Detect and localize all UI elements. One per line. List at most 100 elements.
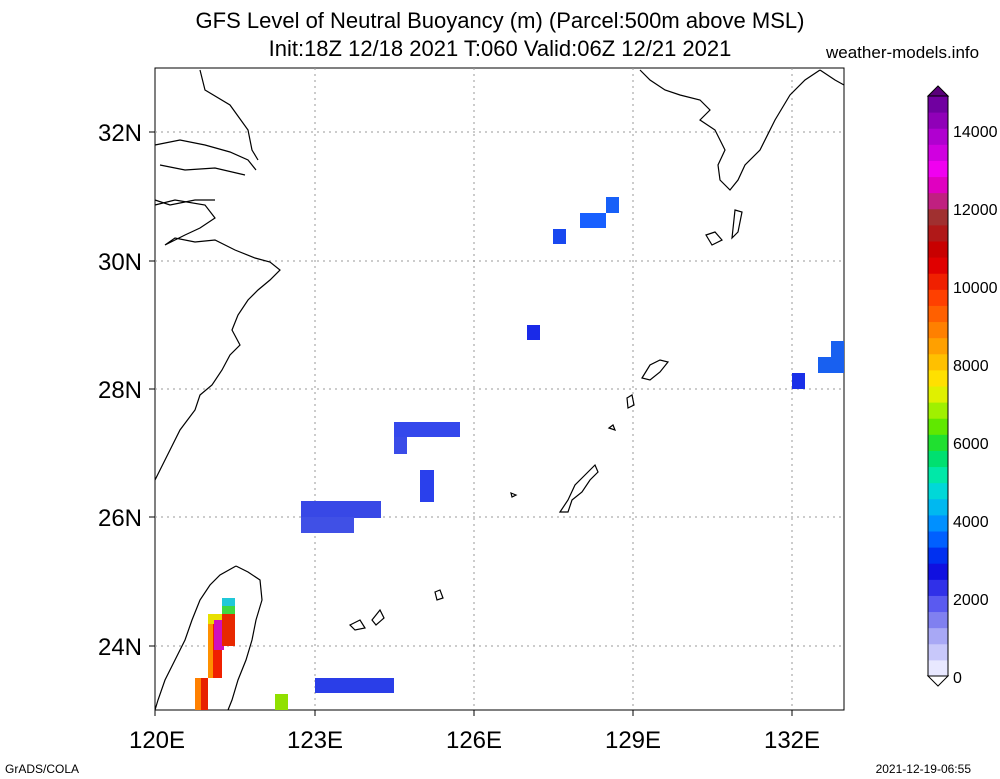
chart-title-line2: Init:18Z 12/18 2021 T:060 Valid:06Z 12/2… <box>268 36 732 61</box>
colorbar-segment <box>928 241 948 258</box>
colorbar-segment <box>928 305 948 323</box>
cell-green <box>275 694 288 710</box>
colorbar-segment <box>928 353 948 371</box>
colorbar-segment <box>928 337 948 355</box>
colorbar-segment <box>928 386 948 403</box>
x-tick-label: 120E <box>129 727 185 754</box>
coast-yakushima <box>705 231 723 246</box>
y-axis: 32N 30N 28N 26N 24N <box>98 120 155 661</box>
footer-right-label: 2021-12-19-06:55 <box>875 762 971 776</box>
cell-magenta <box>214 620 224 650</box>
y-tick-label: 32N <box>98 120 142 147</box>
colorbar-segment <box>928 160 948 178</box>
coast-miyako <box>434 589 444 601</box>
colorbar-segment <box>928 659 948 677</box>
site-label: weather-models.info <box>826 43 980 62</box>
colorbar-label: 10000 <box>953 280 998 297</box>
colorbar-segment <box>928 289 948 306</box>
y-tick-label: 24N <box>98 634 142 661</box>
y-tick-label: 28N <box>98 377 142 404</box>
cell-blue <box>553 229 566 244</box>
x-tick-label: 129E <box>605 727 661 754</box>
coast-china-north <box>154 69 259 206</box>
cell-blue <box>818 357 844 373</box>
cell-blue <box>606 197 619 213</box>
colorbar-segment <box>928 144 948 161</box>
cell-blue <box>394 422 460 437</box>
colorbar-segment <box>928 498 948 516</box>
colorbar-segment <box>928 595 948 613</box>
colorbar-segment <box>928 531 948 548</box>
colorbar-segments <box>927 95 949 677</box>
colorbar-segment <box>928 192 948 210</box>
coast-amami <box>641 359 670 381</box>
x-tick-label: 126E <box>446 727 502 754</box>
colorbar-label: 4000 <box>953 514 989 531</box>
y-tick-label: 30N <box>98 249 142 276</box>
cell-blue <box>420 470 434 502</box>
colorbar-segment <box>928 273 948 290</box>
chart-title-line1: GFS Level of Neutral Buoyancy (m) (Parce… <box>195 8 805 33</box>
coast-island-c <box>510 492 518 498</box>
colorbar-segment <box>928 402 948 419</box>
coast-kyushu <box>639 69 845 191</box>
cell-blue <box>527 325 540 340</box>
colorbar-label: 2000 <box>953 592 989 609</box>
colorbar-segment <box>928 482 948 500</box>
coast-island-b <box>607 424 617 431</box>
cell-blue <box>792 373 805 389</box>
colorbar: 14000 12000 10000 8000 6000 4000 2000 0 <box>926 85 998 687</box>
colorbar-segment <box>928 369 948 387</box>
cell-blue <box>315 678 394 693</box>
cell-green <box>222 606 235 614</box>
colorbar-label: 14000 <box>953 124 998 141</box>
coast-okinawa <box>558 463 599 513</box>
colorbar-label: 0 <box>953 670 962 687</box>
colorbar-segment <box>928 96 948 113</box>
colorbar-segment <box>928 176 948 194</box>
gridlines <box>155 68 844 710</box>
footer-left-label: GrADS/COLA <box>5 762 80 776</box>
colorbar-segment <box>928 208 948 226</box>
coast-island-a <box>626 394 635 409</box>
cell-blue <box>580 213 606 228</box>
colorbar-segment <box>928 128 948 145</box>
lnb-shading <box>195 197 844 710</box>
colorbar-label: 12000 <box>953 202 998 219</box>
colorbar-segment <box>928 450 948 468</box>
coast-tanegashima <box>731 209 743 240</box>
colorbar-top-arrow <box>926 85 950 97</box>
cell-orange <box>208 614 213 678</box>
colorbar-segment <box>928 563 948 580</box>
colorbar-segment <box>928 224 948 242</box>
coast-taiwan <box>154 565 263 711</box>
coastlines <box>154 69 845 711</box>
y-tick-label: 26N <box>98 505 142 532</box>
colorbar-segment <box>928 514 948 532</box>
cell-yellow <box>208 614 222 624</box>
colorbar-bottom-arrow <box>926 675 950 687</box>
x-axis: 120E 123E 126E 129E 132E <box>129 710 820 754</box>
colorbar-label: 8000 <box>953 358 989 375</box>
colorbar-segment <box>928 257 948 274</box>
colorbar-segment <box>928 418 948 435</box>
cell-blue <box>394 437 407 454</box>
colorbar-segment <box>928 466 948 484</box>
colorbar-label: 6000 <box>953 436 989 453</box>
colorbar-segment <box>928 434 948 451</box>
x-tick-label: 132E <box>764 727 820 754</box>
colorbar-segment <box>928 547 948 564</box>
cell-blue <box>301 517 354 533</box>
coast-ishigaki <box>348 608 385 631</box>
cell-blue <box>831 341 844 357</box>
colorbar-segment <box>928 611 948 629</box>
cell-blue <box>301 501 381 518</box>
colorbar-segment <box>928 627 948 645</box>
x-tick-label: 123E <box>287 727 343 754</box>
coast-china-east <box>154 199 281 481</box>
cell-orange <box>195 678 201 710</box>
cell-red <box>222 614 235 646</box>
colorbar-segment <box>928 321 948 339</box>
colorbar-segment <box>928 579 948 596</box>
